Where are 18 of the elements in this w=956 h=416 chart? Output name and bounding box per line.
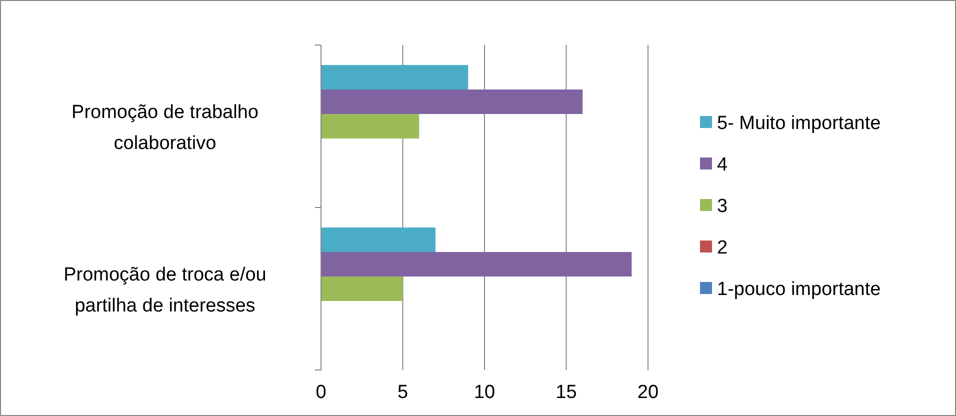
- x-tick-label: 10: [474, 382, 496, 403]
- legend-label: 2: [717, 238, 728, 258]
- x-tick-label: 0: [316, 382, 326, 403]
- legend-label: 1-pouco importante: [717, 279, 881, 300]
- y-tick-label: Promoção de troca e/ou partilha de interesses: [64, 264, 266, 316]
- bar: [321, 65, 468, 90]
- bar: [321, 228, 436, 252]
- legend-label: 3: [717, 196, 728, 217]
- x-tick-label: 15: [556, 382, 577, 403]
- bar: [321, 252, 632, 276]
- x-tick-label: 5: [397, 382, 408, 403]
- legend-label: 5- Muito importante: [717, 113, 881, 134]
- legend-label: 4: [717, 154, 728, 176]
- bar: [321, 276, 403, 301]
- bar: [321, 114, 420, 138]
- x-tick-label: 20: [637, 382, 659, 403]
- y-tick-label: Promoção de trabalho colaborativo: [72, 102, 258, 154]
- bar: [321, 90, 583, 114]
